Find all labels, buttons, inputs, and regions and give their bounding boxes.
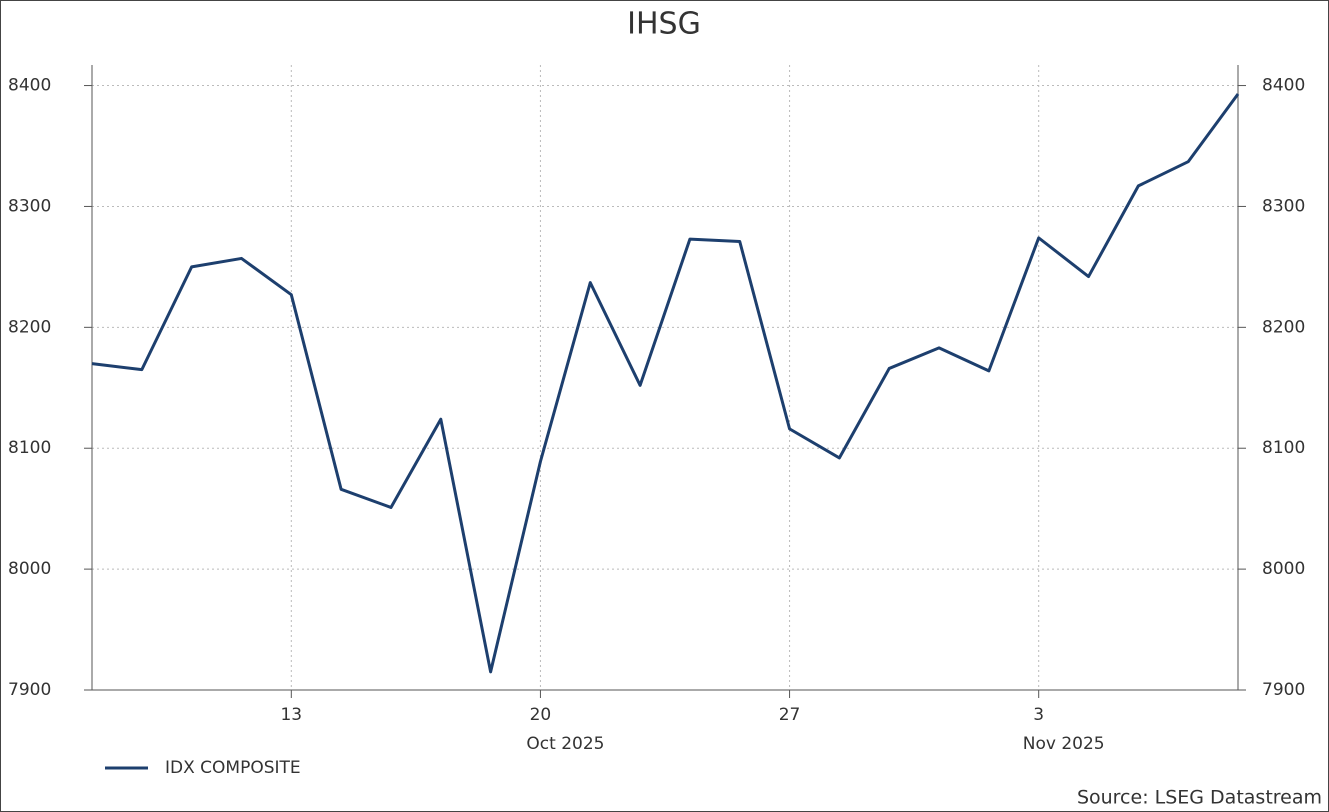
x-sublabel: Nov 2025: [1023, 734, 1105, 754]
y-tick-label: 7900: [8, 680, 51, 700]
chart-title: IHSG: [627, 7, 701, 42]
y2-tick-label: 8400: [1262, 76, 1305, 96]
y-tick-label: 8000: [8, 559, 51, 579]
x-sublabel: Oct 2025: [526, 734, 604, 754]
y2-tick-label: 8100: [1262, 438, 1305, 458]
y2-tick-label: 8200: [1262, 317, 1305, 337]
y-tick-label: 8100: [8, 438, 51, 458]
y2-tick-label: 7900: [1262, 680, 1305, 700]
y2-tick-label: 8300: [1262, 196, 1305, 216]
series-line: [91, 93, 1240, 674]
x-tick-label: 27: [779, 705, 801, 725]
x-tick-label: 13: [280, 705, 302, 725]
source-note: Source: LSEG Datastream: [1077, 787, 1322, 809]
x-tick-label: 3: [1033, 705, 1044, 725]
y-tick-label: 8400: [8, 76, 51, 96]
y-tick-label: 8300: [8, 196, 51, 216]
y2-tick-label: 8000: [1262, 559, 1305, 579]
legend-label: IDX COMPOSITE: [165, 758, 301, 778]
y-tick-label: 8200: [8, 317, 51, 337]
x-tick-label: 20: [530, 705, 552, 725]
